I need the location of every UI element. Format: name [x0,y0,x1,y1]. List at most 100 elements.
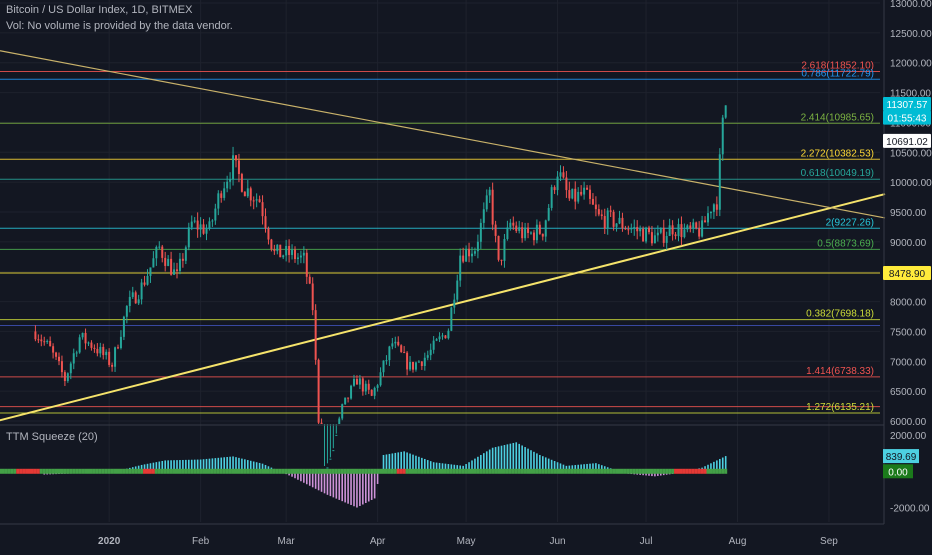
squeeze-dot [187,468,191,474]
price-tag-box [883,265,931,280]
candle-body [583,187,586,195]
candle-body [565,177,568,191]
squeeze-dot [48,468,52,474]
candle-body [193,220,196,222]
candle-body [642,228,645,242]
momentum-bar [592,463,594,472]
trendline [0,193,886,422]
squeeze-dot [39,468,43,474]
squeeze-dot [16,468,20,474]
candle-body [591,198,594,205]
squeeze-dot [650,468,654,474]
momentum-bar [589,463,591,472]
candle-body [40,339,43,342]
candle-body [414,362,417,370]
candle-body [532,232,535,241]
candle-body [633,226,636,229]
candle-body [476,241,479,252]
price-tag-label: 01:55:43 [888,114,927,125]
candle-body [603,216,606,229]
momentum-bar [547,458,550,472]
squeeze-dot [22,468,26,474]
momentum-bar [173,460,175,472]
squeeze-dot [317,468,321,474]
level-label: 0.382(7698.18) [806,309,874,320]
squeeze-dot [697,468,701,474]
candle-body [161,246,164,258]
momentum-bar [518,443,520,472]
momentum-bar [146,463,149,472]
squeeze-dot [87,468,90,474]
candle-body [72,353,75,364]
squeeze-dot [0,468,2,474]
momentum-bar [542,456,544,472]
candle-body [78,337,81,353]
momentum-bar [359,471,361,506]
momentum-bar [565,465,568,472]
squeeze-dot [541,468,545,474]
candle-body [562,172,565,178]
momentum-bar [447,464,450,472]
squeeze-dot [225,468,229,474]
candle-body [358,378,361,385]
candle-body [49,340,52,347]
candle-body [530,232,532,234]
squeeze-dot [715,468,719,474]
squeeze-dot [526,468,530,474]
squeeze-dot [7,468,11,474]
candle-body [105,351,108,356]
candle-body [158,246,161,248]
momentum-bar [373,471,376,499]
momentum-bar [220,457,223,472]
squeeze-dot [659,468,663,474]
candle-body [429,349,432,356]
candle-body [355,379,358,385]
candle-body [627,229,630,231]
momentum-bar [232,456,234,472]
squeeze-dot [476,468,480,474]
squeeze-dot [4,468,8,474]
momentum-bar [155,462,158,472]
squeeze-dot [255,468,259,474]
squeeze-dot [517,468,521,474]
candle-body [456,280,459,300]
squeeze-dot [665,468,669,474]
squeeze-dot [314,468,318,474]
squeeze-dot [423,468,427,474]
candle-body [350,385,353,399]
candle-body [406,352,409,370]
squeeze-dot [606,468,610,474]
squeeze-dot [128,468,132,474]
candle-body [335,434,338,436]
candle-body [111,364,114,367]
squeeze-dot [57,468,61,474]
momentum-bar [577,464,579,472]
momentum-bar [208,458,211,472]
x-tick-label: 2020 [98,536,121,547]
squeeze-dot [668,468,672,474]
candle-body [273,249,276,252]
momentum-bar [311,471,314,488]
squeeze-dot [694,468,698,474]
candle-body [60,361,63,373]
squeeze-dot [620,468,624,474]
momentum-bar [724,456,727,472]
squeeze-dot [104,468,108,474]
squeeze-dot [564,468,568,474]
squeeze-dot [582,468,586,474]
candle-body [52,346,55,353]
squeeze-dot [635,468,639,474]
momentum-bar [291,471,293,477]
candle-body [353,379,355,386]
momentum-bar [188,459,190,472]
squeeze-dot [346,468,350,474]
candle-body [170,258,173,275]
momentum-bar [412,454,414,472]
squeeze-dot [505,468,509,474]
squeeze-dot [682,468,686,474]
candle-body [394,341,397,344]
candle-body [338,418,341,424]
squeeze-dot [553,468,557,474]
squeeze-dot [202,468,206,474]
